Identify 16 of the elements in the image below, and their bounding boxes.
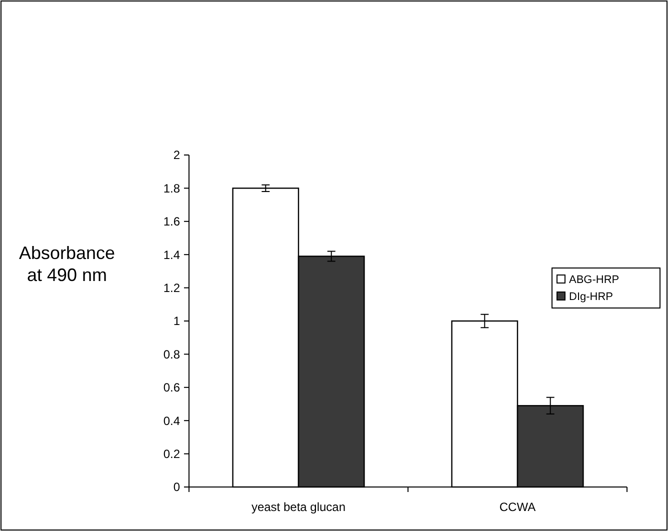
- y-tick-label: 1.2: [163, 281, 180, 295]
- y-tick-label: 0: [173, 480, 180, 494]
- y-tick-label: 2: [173, 148, 180, 162]
- y-tick-label: 0.4: [163, 414, 180, 428]
- y-tick-label: 1: [173, 314, 180, 328]
- y-tick-label: 1.8: [163, 181, 180, 196]
- y-axis-title: Absorbance at 490 nm: [18, 243, 116, 285]
- y-tick-label: 0.6: [163, 380, 180, 395]
- x-tick-label: yeast beta glucan: [251, 500, 346, 514]
- legend-label: DIg-HRP: [569, 290, 614, 303]
- x-tick-label: CCWA: [499, 500, 536, 514]
- legend-label: ABG-HRP: [569, 274, 620, 286]
- y-tick-label: 0.8: [163, 347, 180, 362]
- y-tick-label: 1.6: [163, 214, 180, 229]
- y-tick-label: 0.2: [163, 447, 180, 461]
- y-tick-label: 1.4: [163, 248, 180, 262]
